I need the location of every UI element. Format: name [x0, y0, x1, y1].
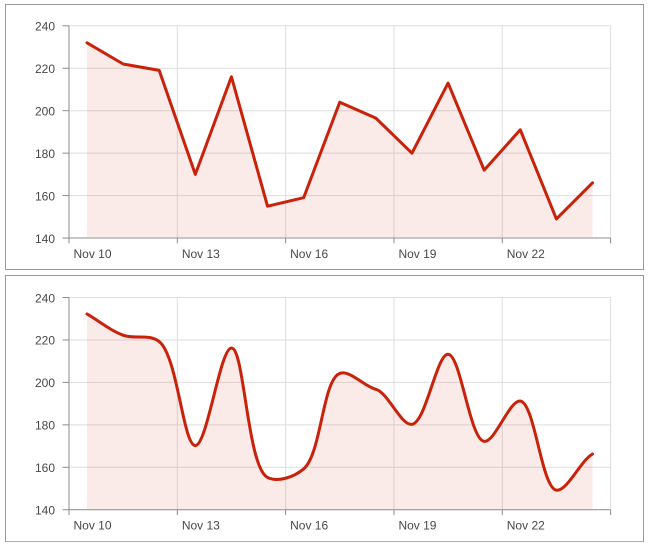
svg-text:Nov 19: Nov 19	[398, 518, 436, 532]
svg-text:140: 140	[35, 503, 55, 517]
svg-text:180: 180	[35, 147, 55, 161]
svg-text:160: 160	[35, 461, 55, 475]
svg-text:Nov 13: Nov 13	[182, 518, 220, 532]
svg-text:160: 160	[35, 189, 55, 203]
svg-text:240: 240	[35, 291, 55, 305]
svg-text:Nov 10: Nov 10	[74, 518, 112, 532]
svg-text:200: 200	[35, 376, 55, 390]
svg-text:220: 220	[35, 333, 55, 347]
svg-text:Nov 13: Nov 13	[182, 247, 220, 261]
svg-text:Nov 16: Nov 16	[290, 518, 328, 532]
svg-text:220: 220	[35, 62, 55, 76]
svg-text:Nov 16: Nov 16	[290, 247, 328, 261]
svg-text:240: 240	[35, 20, 55, 34]
svg-text:Nov 10: Nov 10	[74, 247, 112, 261]
svg-text:200: 200	[35, 105, 55, 119]
svg-text:140: 140	[35, 232, 55, 246]
svg-text:Nov 19: Nov 19	[398, 247, 436, 261]
svg-text:Nov 22: Nov 22	[507, 247, 545, 261]
svg-text:180: 180	[35, 418, 55, 432]
svg-text:Nov 22: Nov 22	[507, 518, 545, 532]
